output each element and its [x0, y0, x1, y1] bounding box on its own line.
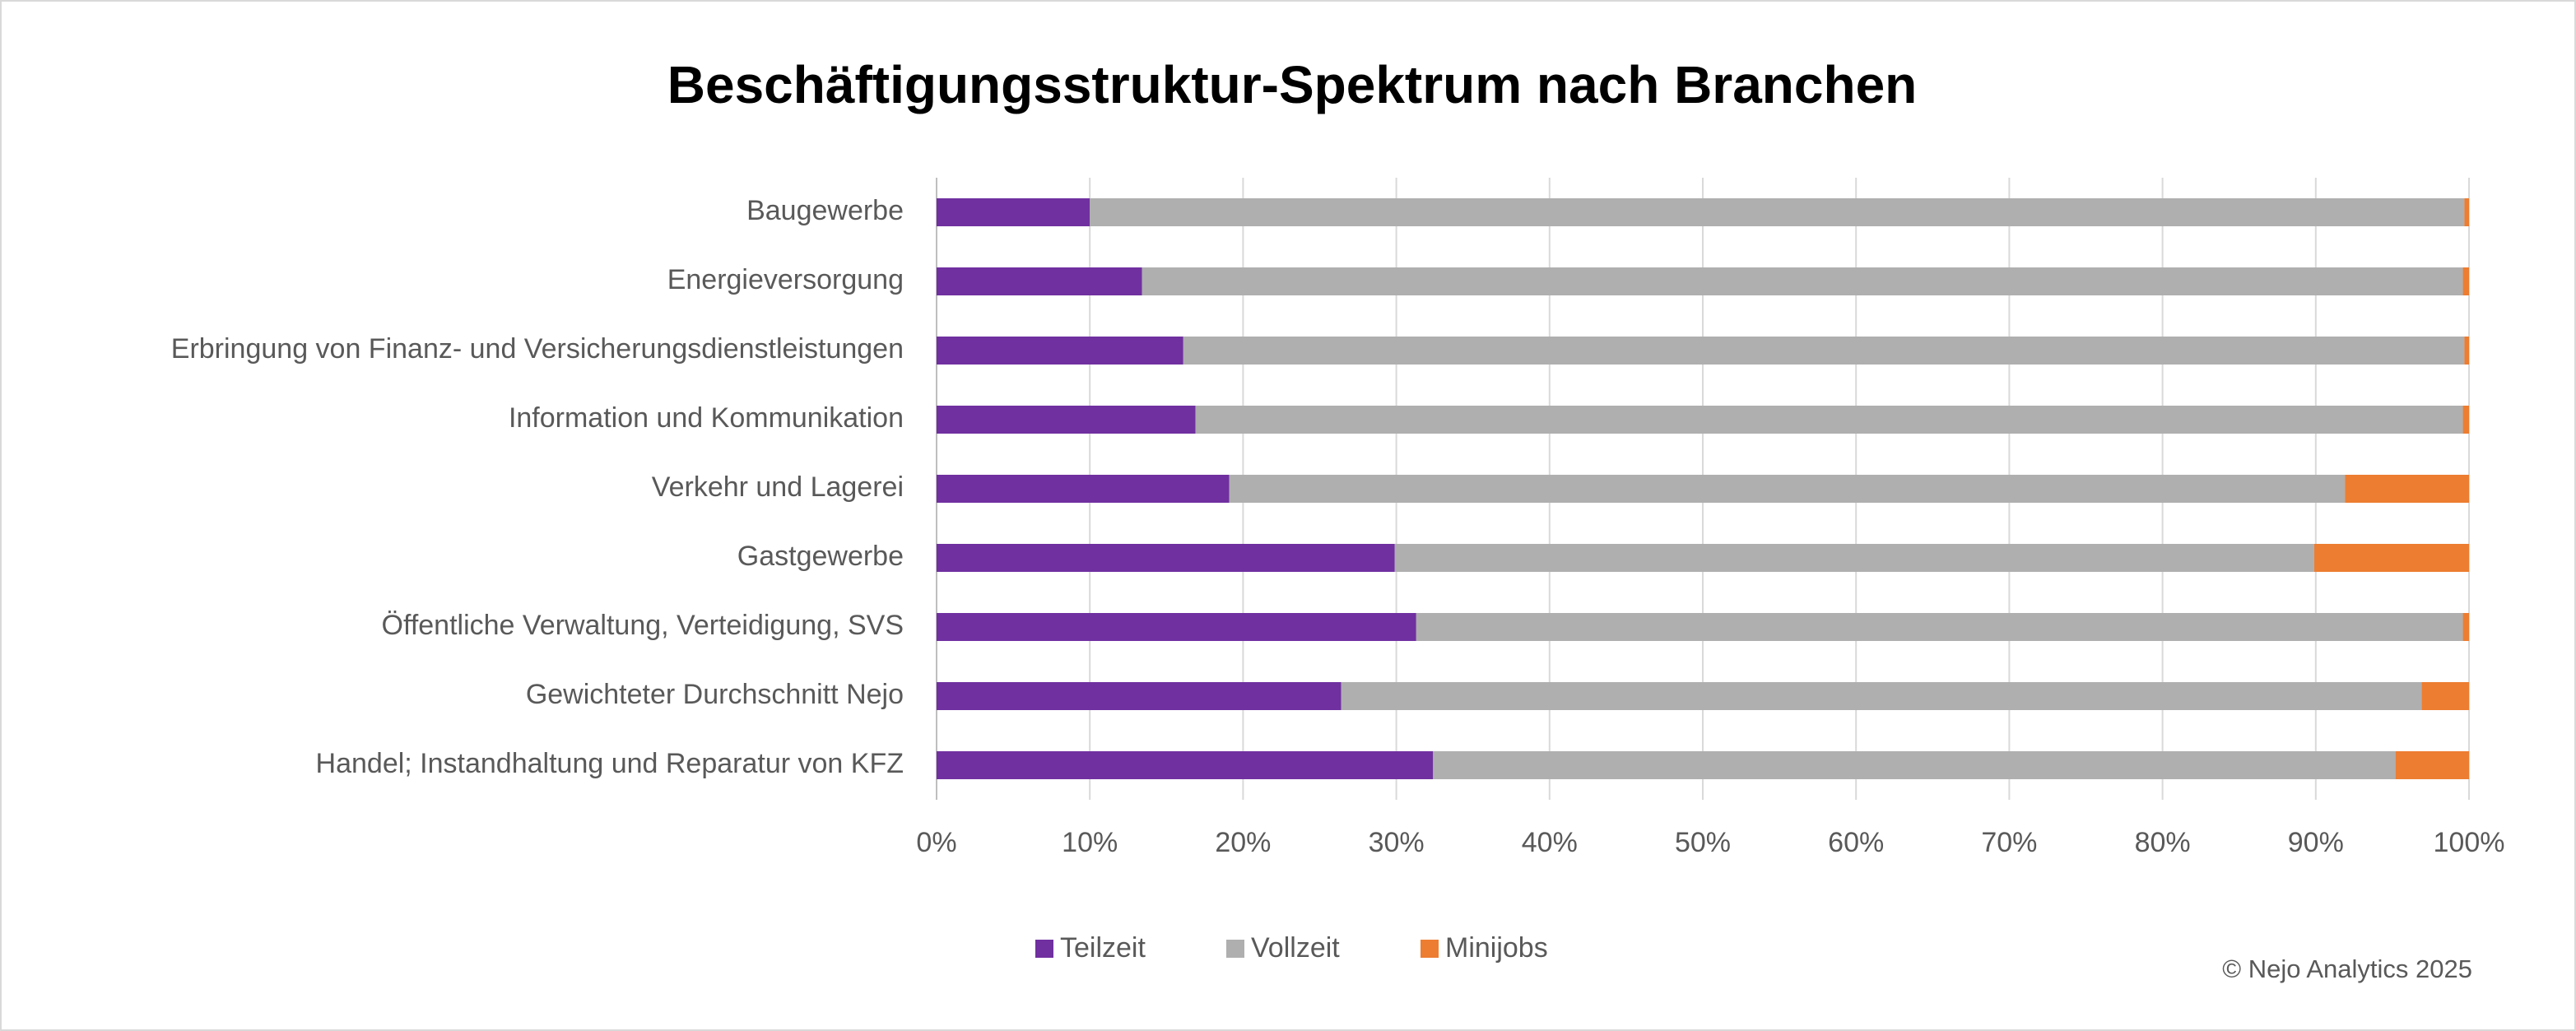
bar-segment: [2421, 682, 2469, 710]
bar-segment: [937, 544, 1395, 572]
x-tick-label: 50%: [1675, 827, 1731, 858]
legend-swatch: [1035, 940, 1053, 958]
bar-segment: [2464, 198, 2469, 226]
bar-segment: [937, 682, 1341, 710]
x-tick-label: 70%: [1981, 827, 2037, 858]
bar-segment: [1183, 337, 2465, 365]
x-tick-label: 80%: [2135, 827, 2191, 858]
x-tick-label: 0%: [916, 827, 956, 858]
y-tick-label: Information und Kommunikation: [509, 402, 904, 434]
bar-segment: [1229, 475, 2346, 503]
bar-segment: [2464, 337, 2469, 365]
bar-segment: [1142, 267, 2463, 295]
legend-label: Teilzeit: [1060, 932, 1146, 964]
x-tick-label: 20%: [1215, 827, 1271, 858]
bar-segment: [1195, 406, 2463, 434]
y-tick-label: Energieversorgung: [667, 264, 904, 295]
bar-segment: [2462, 406, 2469, 434]
bar-segment: [1341, 682, 2422, 710]
y-tick-label: Gastgewerbe: [737, 541, 904, 572]
chart-title: Beschäftigungsstruktur-Spektrum nach Bra…: [667, 55, 1918, 114]
bar-segment: [1416, 613, 2463, 641]
bar-segment: [2395, 751, 2469, 779]
y-tick-label: Handel; Instandhaltung und Reparatur von…: [316, 748, 904, 779]
bar-segment: [2462, 613, 2469, 641]
x-tick-label: 40%: [1522, 827, 1578, 858]
bar-segment: [2345, 475, 2469, 503]
x-tick-label: 10%: [1062, 827, 1118, 858]
legend-swatch: [1226, 940, 1244, 958]
x-tick-label: 30%: [1369, 827, 1425, 858]
bar-segment: [937, 267, 1142, 295]
legend-label: Minijobs: [1445, 932, 1548, 964]
bar-segment: [2313, 544, 2469, 572]
bar-segment: [937, 198, 1090, 226]
legend-swatch: [1421, 940, 1439, 958]
x-tick-label: 90%: [2288, 827, 2344, 858]
bar-segment: [1394, 544, 2314, 572]
bar-segment: [1433, 751, 2396, 779]
bar-segment: [937, 613, 1416, 641]
y-tick-label: Verkehr und Lagerei: [652, 471, 904, 503]
bar-segment: [1090, 198, 2465, 226]
x-tick-label: 100%: [2434, 827, 2505, 858]
bar-segment: [937, 337, 1183, 365]
y-tick-label: Baugewerbe: [746, 195, 904, 226]
x-tick-label: 60%: [1828, 827, 1884, 858]
legend-label: Vollzeit: [1251, 932, 1340, 964]
bar-segment: [937, 475, 1230, 503]
y-tick-label: Gewichteter Durchschnitt Nejo: [526, 679, 904, 710]
bar-segment: [2462, 267, 2469, 295]
bar-segment: [937, 406, 1196, 434]
y-tick-label: Öffentliche Verwaltung, Verteidigung, SV…: [382, 610, 904, 641]
y-tick-label: Erbringung von Finanz- und Versicherungs…: [171, 333, 904, 365]
bar-segment: [937, 751, 1434, 779]
footer: © Nejo Analytics 2025: [2222, 954, 2472, 983]
